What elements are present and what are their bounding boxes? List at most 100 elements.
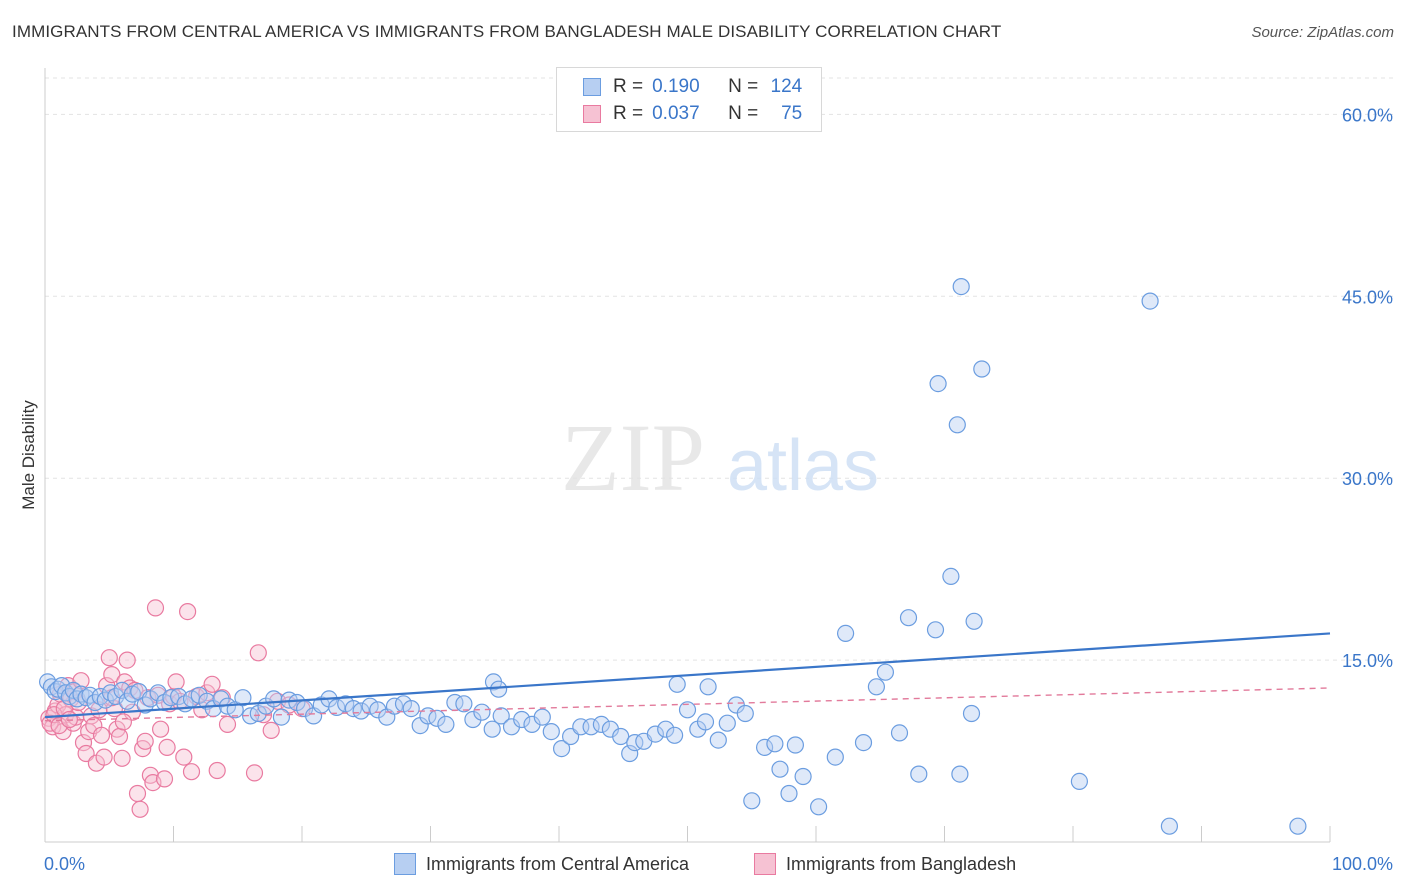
point-central-america — [876, 663, 895, 681]
watermark-zip: ZIP — [561, 404, 705, 511]
stats-legend: R = 0.190 N = 124 R = 0.037 N = 75 — [556, 67, 822, 132]
point-bangladesh — [131, 800, 149, 818]
y-tick-label: 45.0% — [1342, 287, 1393, 307]
point-bangladesh — [249, 644, 267, 662]
point-central-america — [428, 709, 446, 727]
point-central-america — [265, 690, 283, 708]
point-bangladesh — [113, 749, 131, 767]
point-central-america — [612, 727, 630, 746]
point-central-america — [464, 710, 482, 729]
point-bangladesh — [182, 763, 201, 781]
point-bangladesh — [203, 675, 221, 693]
point-central-america — [965, 612, 983, 630]
point-central-america — [890, 724, 909, 742]
point-central-america — [794, 767, 812, 786]
x-tick-label: 100.0% — [1332, 854, 1393, 874]
point-central-america — [113, 681, 131, 700]
y-tick-label: 30.0% — [1342, 469, 1393, 489]
bottom-legend-swatch-blue — [394, 853, 416, 875]
point-central-america — [899, 609, 918, 627]
point-central-america — [696, 713, 715, 731]
point-bangladesh — [103, 665, 121, 684]
legend-swatch-pink — [583, 105, 601, 123]
legend-r-value: 0.037 — [652, 103, 700, 124]
point-central-america — [234, 689, 252, 707]
axis-labels: 15.0% 30.0% 45.0% 60.0% 0.0% 100.0% Male Disab… — [19, 105, 1393, 874]
x-tick-label: 0.0% — [44, 854, 85, 874]
point-central-america — [699, 678, 717, 696]
point-bangladesh — [95, 748, 113, 766]
axes — [44, 68, 1331, 843]
watermark: ZIP atlas — [561, 404, 879, 511]
point-bangladesh — [118, 651, 136, 669]
point-central-america — [369, 701, 387, 719]
trend-line-central-america — [44, 632, 1331, 719]
point-central-america — [402, 699, 420, 718]
point-central-america — [962, 704, 981, 723]
point-bangladesh — [92, 726, 111, 744]
point-central-america — [492, 707, 510, 725]
series-bangladesh-points — [40, 599, 311, 818]
point-central-america — [854, 733, 873, 752]
point-bangladesh — [175, 748, 193, 766]
point-bangladesh — [262, 721, 280, 740]
point-central-america — [455, 695, 473, 713]
series-central-america-points — [38, 278, 1307, 835]
point-central-america — [743, 792, 761, 810]
point-central-america — [929, 375, 947, 393]
point-central-america — [1070, 772, 1089, 791]
point-bangladesh — [208, 761, 226, 780]
point-central-america — [149, 684, 167, 702]
legend-n-value: 124 — [770, 76, 803, 97]
legend-row-bangladesh: R = 0.037 N = 75 — [583, 102, 802, 126]
point-bangladesh — [136, 732, 154, 750]
point-central-america — [473, 703, 491, 721]
point-central-america — [709, 731, 727, 749]
chart-title: IMMIGRANTS FROM CENTRAL AMERICA VS IMMIG… — [12, 22, 1002, 41]
point-bangladesh — [110, 727, 129, 746]
point-central-america — [437, 715, 455, 734]
point-central-america — [755, 738, 774, 757]
point-central-america — [513, 710, 531, 729]
point-central-america — [809, 798, 828, 816]
point-central-america — [952, 278, 970, 296]
point-central-america — [1160, 817, 1179, 835]
point-central-america — [668, 675, 686, 693]
point-central-america — [533, 708, 551, 726]
y-axis-title: Male Disability — [19, 400, 38, 510]
point-central-america — [592, 715, 611, 734]
legend-r-value: 0.190 — [652, 76, 700, 97]
point-central-america — [646, 725, 665, 743]
point-bangladesh — [245, 764, 264, 782]
point-bangladesh — [100, 649, 118, 667]
bottom-legend-central-america[interactable]: Immigrants from Central America — [394, 851, 689, 877]
point-central-america — [786, 736, 805, 754]
point-central-america — [1141, 292, 1159, 310]
point-central-america — [948, 416, 966, 434]
point-central-america — [836, 624, 855, 643]
point-central-america — [867, 678, 886, 696]
bottom-legend-label-central-america: Immigrants from Central America — [426, 853, 690, 874]
point-bangladesh — [146, 599, 165, 617]
point-bangladesh — [114, 713, 133, 731]
point-central-america — [951, 765, 969, 783]
point-central-america — [910, 765, 928, 783]
point-central-america — [942, 567, 960, 586]
point-central-america — [490, 680, 508, 698]
point-bangladesh — [179, 602, 197, 621]
point-central-america — [771, 760, 789, 778]
point-central-america — [542, 722, 560, 741]
point-bangladesh — [218, 715, 237, 734]
bottom-legend-bangladesh[interactable]: Immigrants from Bangladesh — [754, 851, 1016, 877]
point-central-america — [766, 735, 784, 753]
trend-line-bangladesh — [44, 687, 1331, 722]
bottom-legend-label-bangladesh: Immigrants from Bangladesh — [786, 853, 1017, 874]
point-central-america — [352, 702, 370, 720]
point-central-america — [657, 720, 675, 738]
legend-r-label: R = — [613, 76, 644, 97]
legend-n-label: N = — [728, 76, 759, 97]
legend-swatch-blue — [583, 78, 601, 96]
point-bangladesh — [128, 784, 147, 803]
point-central-america — [826, 748, 844, 766]
